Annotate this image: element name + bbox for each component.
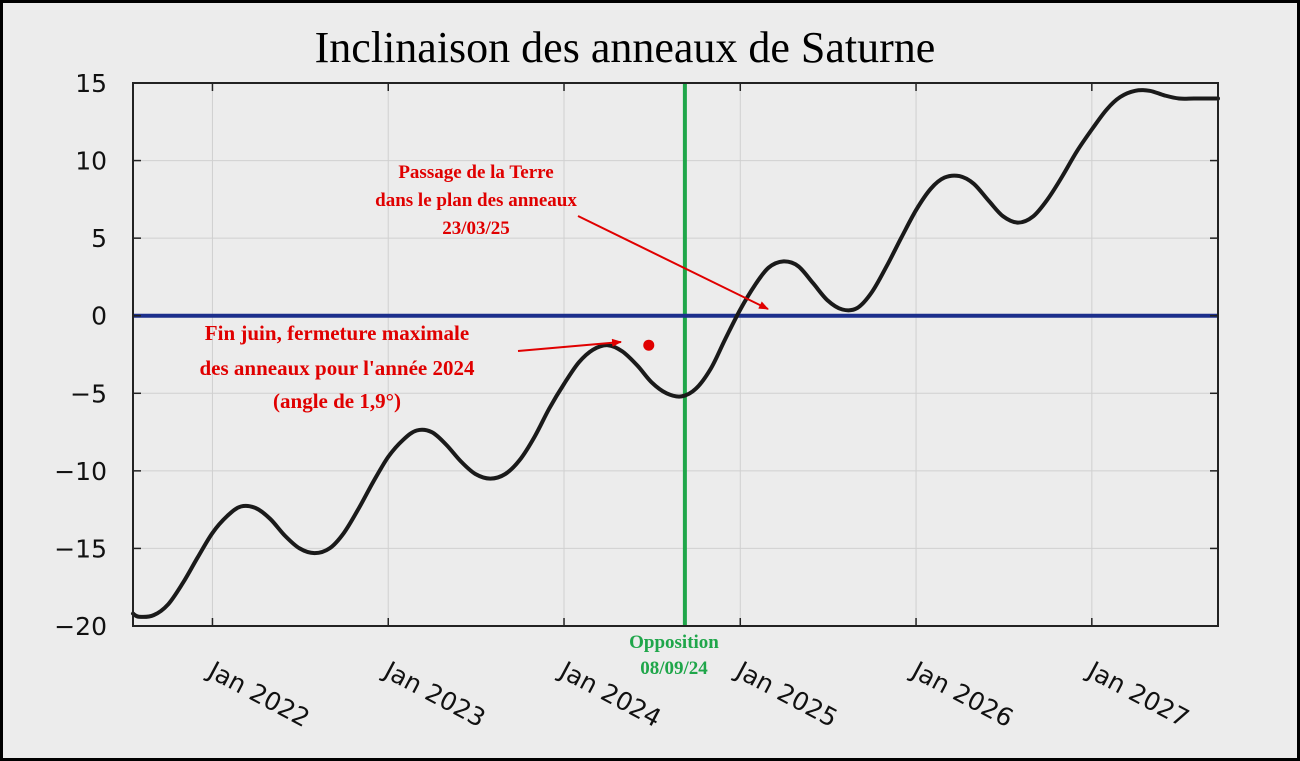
annotation-fin-juin: Fin juin, fermeture maximale des anneaux… (200, 321, 622, 413)
x-tick-label: Jan 2023 (378, 655, 491, 733)
series-line (131, 88, 1220, 619)
y-tick-label: −5 (70, 379, 107, 408)
y-tick-label: −20 (54, 612, 107, 641)
annotation-passage-line-3: 23/03/25 (442, 218, 510, 239)
opposition-label-date: 08/09/24 (640, 658, 708, 679)
y-tick-label: 10 (75, 147, 107, 176)
annotation-passage-line-1: Passage de la Terre (398, 162, 553, 183)
y-axis: 15 10 5 0 −5 −10 −15 −20 (54, 69, 1218, 641)
opposition-label-title: Opposition (629, 632, 719, 653)
series-layer (131, 88, 1220, 619)
y-tick-label: −10 (54, 457, 107, 486)
opposition-label: Opposition 08/09/24 (629, 632, 719, 679)
y-tick-label: −15 (54, 534, 107, 563)
annotation-passage-arrow (577, 215, 769, 310)
annotation-fin-juin-arrow (517, 338, 622, 352)
x-tick-label: Jan 2026 (905, 655, 1018, 733)
x-tick-label: Jan 2022 (202, 655, 315, 733)
plot-area (133, 83, 1218, 626)
annotation-fin-juin-line-1: Fin juin, fermeture maximale (205, 321, 469, 345)
y-tick-label: 0 (91, 302, 107, 331)
y-tick-label: 15 (75, 69, 107, 98)
annotation-passage-line-2: dans le plan des anneaux (375, 190, 577, 211)
y-tick-label: 5 (91, 224, 107, 253)
axes (132, 82, 1219, 627)
chart-title: Inclinaison des anneaux de Saturne (315, 23, 936, 72)
min-angle-marker (643, 339, 655, 351)
annotation-fin-juin-line-3: (angle de 1,9°) (273, 389, 401, 413)
annotation-passage: Passage de la Terre dans le plan des ann… (375, 162, 769, 310)
marker-layer (643, 339, 655, 351)
x-tick-label: Jan 2027 (1081, 655, 1194, 733)
annotation-fin-juin-line-2: des anneaux pour l'année 2024 (200, 356, 475, 380)
x-tick-label: Jan 2025 (730, 655, 843, 733)
